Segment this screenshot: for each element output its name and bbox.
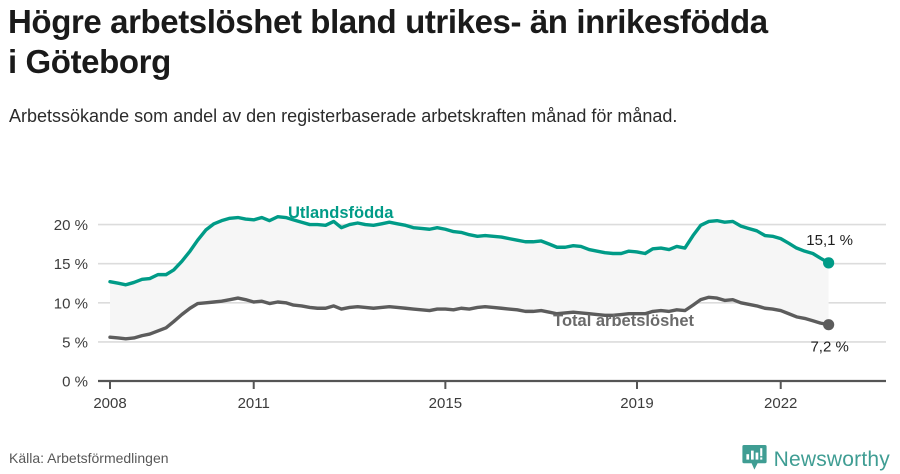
gap-band-fill [110,216,829,339]
x-axis-tick-label: 2008 [93,395,126,412]
page-title: Högre arbetslöshet bland utrikes- än inr… [8,3,768,81]
x-axis-tick-label: 2019 [620,395,653,412]
y-axis-tick-label: 15 % [54,256,88,273]
x-axis-tick-label: 2011 [238,395,270,412]
y-axis-tick-label: 5 % [62,334,88,351]
series-line-utlandsfodda [108,215,831,287]
endpoint-marker-utlandsfodda [823,257,835,269]
series-line-total [108,295,831,341]
y-axis-tick-label: 20 % [54,217,88,234]
bar-chart-bubble-icon [742,444,767,474]
y-axis-tick-label: 0 % [62,374,88,391]
endpoint-marker-total [823,319,835,331]
source-note: Källa: Arbetsförmedlingen [9,450,169,466]
x-axis-tick-label: 2022 [764,395,797,412]
line-chart: 0 % 5 % 10 % 15 % 20 % 2008 2011 2015 2019 2022 Ut… [54,204,886,412]
series-label-total: Total arbetslöshet [553,312,694,330]
end-value-label-utlandsfodda: 15,1 % [806,232,853,249]
x-axis-tick-label: 2015 [429,395,462,412]
brand-logo: Newsworthy [742,444,890,474]
footer-divider [0,430,900,431]
page-subtitle: Arbetssökande som andel av den registerb… [9,106,678,126]
end-value-label-total: 7,2 % [810,339,848,356]
series-label-utlandsfodda: Utlandsfödda [288,204,394,222]
brand-name: Newsworthy [773,448,890,471]
y-axis-tick-label: 10 % [54,295,88,312]
